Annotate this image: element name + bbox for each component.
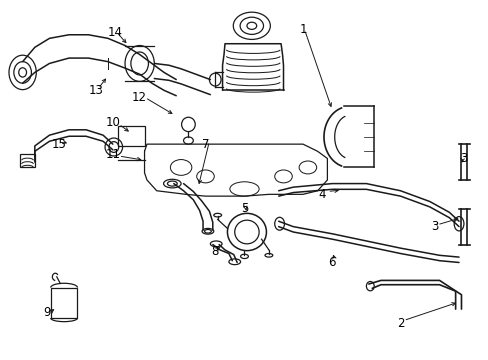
- Text: 4: 4: [318, 188, 325, 201]
- Bar: [51, 288, 77, 318]
- Text: 2: 2: [396, 317, 404, 330]
- Text: 15: 15: [52, 138, 66, 150]
- Text: 3: 3: [430, 220, 437, 233]
- Text: 8: 8: [211, 245, 219, 258]
- Text: 11: 11: [105, 148, 120, 161]
- Text: 1: 1: [299, 23, 306, 36]
- Bar: [118, 126, 144, 146]
- Text: 9: 9: [43, 306, 51, 319]
- Text: 7: 7: [202, 138, 209, 150]
- Text: 14: 14: [107, 27, 122, 40]
- Bar: [20, 154, 35, 167]
- Text: 5: 5: [240, 202, 248, 215]
- Text: 6: 6: [328, 256, 335, 269]
- Text: 13: 13: [88, 84, 103, 97]
- Text: 12: 12: [132, 91, 147, 104]
- Text: 10: 10: [105, 116, 120, 129]
- Text: 3: 3: [459, 152, 467, 165]
